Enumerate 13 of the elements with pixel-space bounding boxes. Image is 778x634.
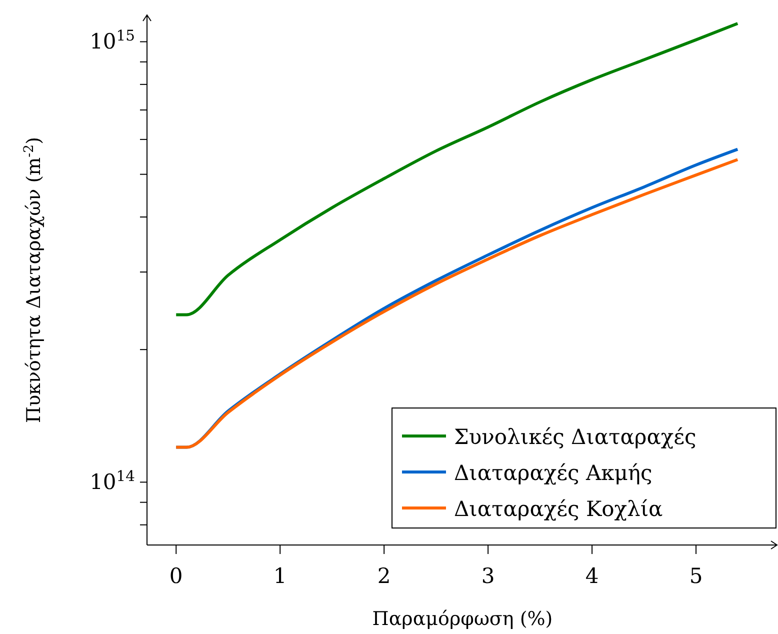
x-tick-label: 0: [169, 564, 183, 588]
legend-label: Συνολικές Διαταραχές: [454, 425, 696, 449]
legend-label: Διαταραχές Κοχλία: [454, 497, 663, 521]
y-tick-label: 10$^{14}$: [90, 468, 135, 494]
line-series: [174, 22, 740, 316]
x-tick-label: 4: [585, 564, 599, 588]
x-tick-label: 2: [377, 564, 391, 588]
x-tick-label: 5: [689, 564, 703, 588]
x-tick-label: 3: [481, 564, 495, 588]
y-tick-label: 10$^{15}$: [90, 27, 135, 54]
x-tick-label: 1: [273, 564, 287, 588]
x-axis-title: Παραμόρφωση (%): [372, 608, 553, 630]
legend-label: Διαταραχές Ακμής: [454, 461, 652, 485]
